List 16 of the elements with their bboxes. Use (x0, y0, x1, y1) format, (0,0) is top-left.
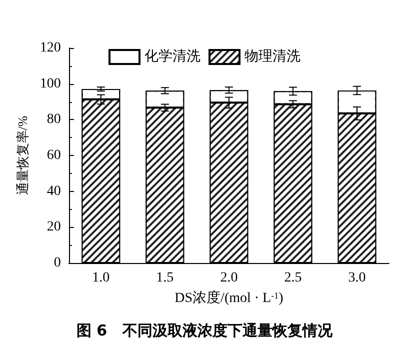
x-tick-label: 1.5 (156, 270, 174, 286)
y-tick-label: 80 (46, 112, 61, 128)
x-tick-label: 2.0 (220, 270, 238, 286)
text: 图 6 不同汲取液浓度下通量恢复情况 (76, 322, 334, 340)
series-label: 化学清洗 (144, 48, 200, 64)
x-tick-label: 3.0 (348, 270, 366, 286)
x-tick-label: 2.5 (284, 270, 302, 286)
y-tick-label: 40 (46, 184, 61, 199)
y-tick-label: 60 (46, 148, 61, 163)
y-tick-label: 0 (54, 256, 61, 270)
legend-label: 物理清洗 (244, 48, 300, 64)
x-tick-label: 1.0 (92, 270, 110, 286)
y-axis-title: 通量恢复率/% (15, 116, 30, 196)
y-tick-label: 100 (40, 76, 61, 92)
y-tick-label: 120 (40, 40, 61, 56)
y-tick-label: 20 (46, 220, 61, 235)
